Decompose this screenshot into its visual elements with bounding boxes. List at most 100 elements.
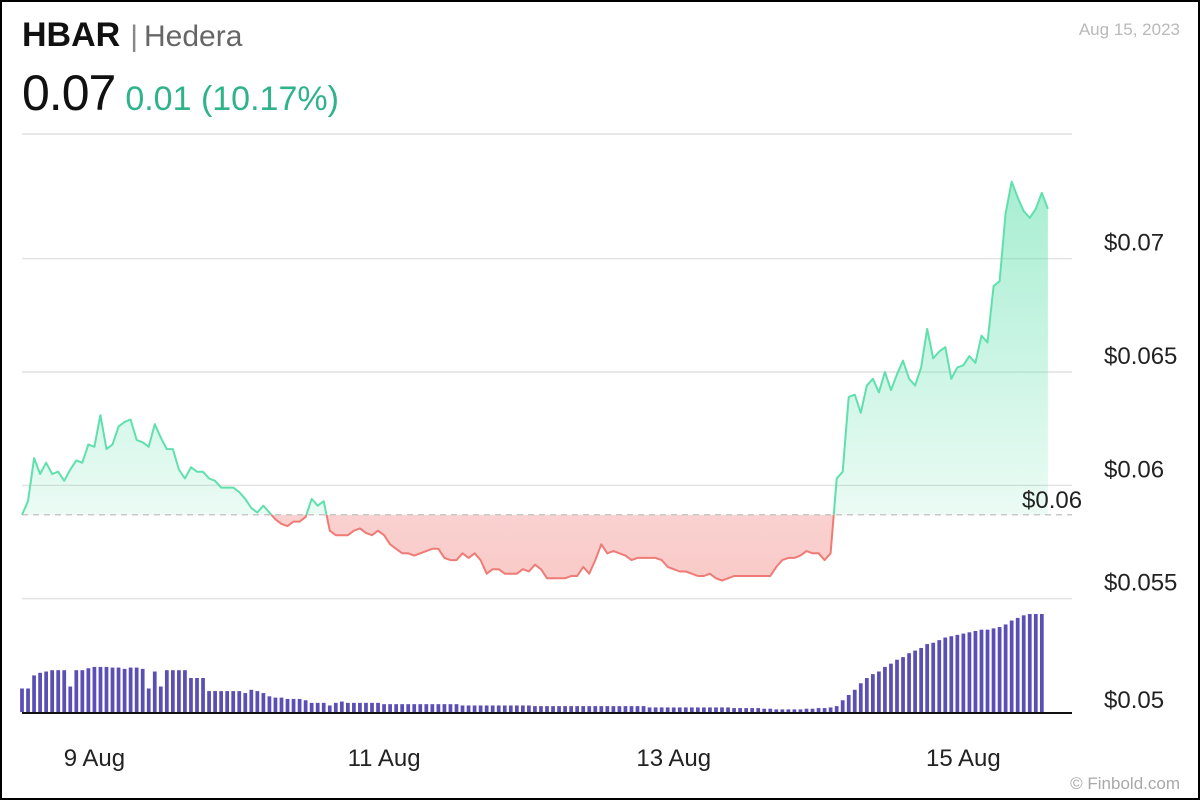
volume-bar [641, 706, 646, 712]
volume-bar [412, 704, 417, 712]
volume-bar [418, 704, 423, 712]
volume-bar [255, 691, 260, 712]
volume-bar [708, 707, 712, 712]
volume-bar [189, 678, 193, 712]
volume-bar [804, 708, 809, 712]
volume-bar [665, 707, 670, 712]
y-tick-label: $0.065 [1104, 343, 1177, 370]
volume-bar [816, 708, 821, 712]
volume-bar [472, 705, 477, 712]
volume-bar [852, 689, 857, 712]
volume-bar [183, 670, 187, 712]
volume-bar [1009, 620, 1014, 712]
volume-bar [527, 705, 531, 712]
volume-bar [943, 637, 948, 712]
volume-bar [659, 707, 664, 712]
volume-bar [406, 704, 411, 712]
volume-bar [828, 707, 833, 712]
volume-bar [345, 702, 350, 712]
volume-bar [991, 628, 996, 712]
volume-bar [502, 705, 507, 712]
volume-bar [846, 695, 851, 712]
volume-bar [339, 701, 344, 712]
volume-bar [74, 670, 79, 712]
volume-bar [454, 704, 459, 712]
x-tick-label: 15 Aug [926, 745, 1001, 772]
volume-bar [128, 667, 133, 712]
volume-bar [901, 657, 905, 712]
volume-bar [587, 706, 592, 712]
volume-bar [1015, 617, 1020, 712]
volume-bar [484, 705, 489, 712]
volume-bar [514, 705, 519, 712]
volume-bar [768, 708, 773, 712]
volume-bar [315, 702, 320, 712]
volume-bar [720, 707, 724, 712]
volume-bar [140, 668, 145, 712]
volume-bar [563, 706, 567, 712]
volume-bar [303, 700, 308, 712]
volume-bar [116, 667, 121, 712]
area-above-baseline [22, 181, 1048, 515]
volume-bar [593, 706, 598, 712]
volume-bar [834, 706, 839, 712]
volume-bar [352, 702, 356, 712]
baseline-label: $0.06 [1022, 487, 1082, 514]
volume-bar [695, 707, 700, 712]
volume-bar [333, 702, 338, 712]
volume-bar [448, 704, 453, 712]
price-line-down [21, 514, 835, 582]
volume-bar [201, 678, 205, 712]
price-line-up [21, 180, 1049, 515]
volume-bar [478, 705, 483, 712]
volume-bar [762, 708, 767, 712]
volume-bar [273, 697, 278, 712]
volume-bar [997, 627, 1002, 712]
volume-bar [870, 674, 875, 712]
volume-bar [164, 670, 169, 712]
volume-bar [919, 647, 924, 712]
volume-bar [195, 678, 199, 712]
y-tick-label: $0.055 [1104, 570, 1177, 597]
volume-bar [291, 698, 296, 712]
volume-bar [786, 709, 791, 712]
volume-bar [436, 704, 441, 712]
current-price: 0.07 [22, 65, 116, 121]
volume-bar [629, 706, 634, 712]
volume-bar [26, 688, 30, 712]
volume-bar [575, 706, 580, 712]
volume-bar [985, 629, 990, 712]
volume-bar [442, 704, 447, 712]
volume-bar [285, 698, 290, 712]
volume-bar [1021, 615, 1026, 712]
price-line [21, 180, 1072, 582]
volume-bar [726, 707, 730, 712]
volume-bar [822, 708, 827, 712]
volume-bar [243, 693, 248, 712]
volume-bar [792, 709, 797, 712]
volume-bar [889, 663, 893, 712]
volume-bar [750, 708, 755, 712]
volume-bar [424, 704, 429, 712]
volume-bar [961, 633, 966, 712]
price-row: 0.07 0.01 (10.17%) [22, 64, 339, 122]
volume-bar [490, 705, 495, 712]
volume-bar [309, 702, 314, 712]
volume-bar [883, 666, 887, 712]
volume-bar [50, 670, 55, 712]
volume-bar [949, 636, 954, 712]
volume-bar [979, 629, 984, 712]
volume-bar [394, 704, 399, 712]
x-tick-label: 13 Aug [636, 745, 711, 772]
volume-bar [647, 707, 652, 712]
volume-bar [134, 667, 139, 712]
volume-bar [677, 707, 682, 712]
volume-bar [623, 706, 628, 712]
volume-bar [744, 708, 749, 712]
volume-bar [376, 702, 380, 712]
volume-bar [44, 671, 49, 712]
area-below-baseline [22, 514, 1048, 581]
volume-bar [1039, 614, 1044, 712]
